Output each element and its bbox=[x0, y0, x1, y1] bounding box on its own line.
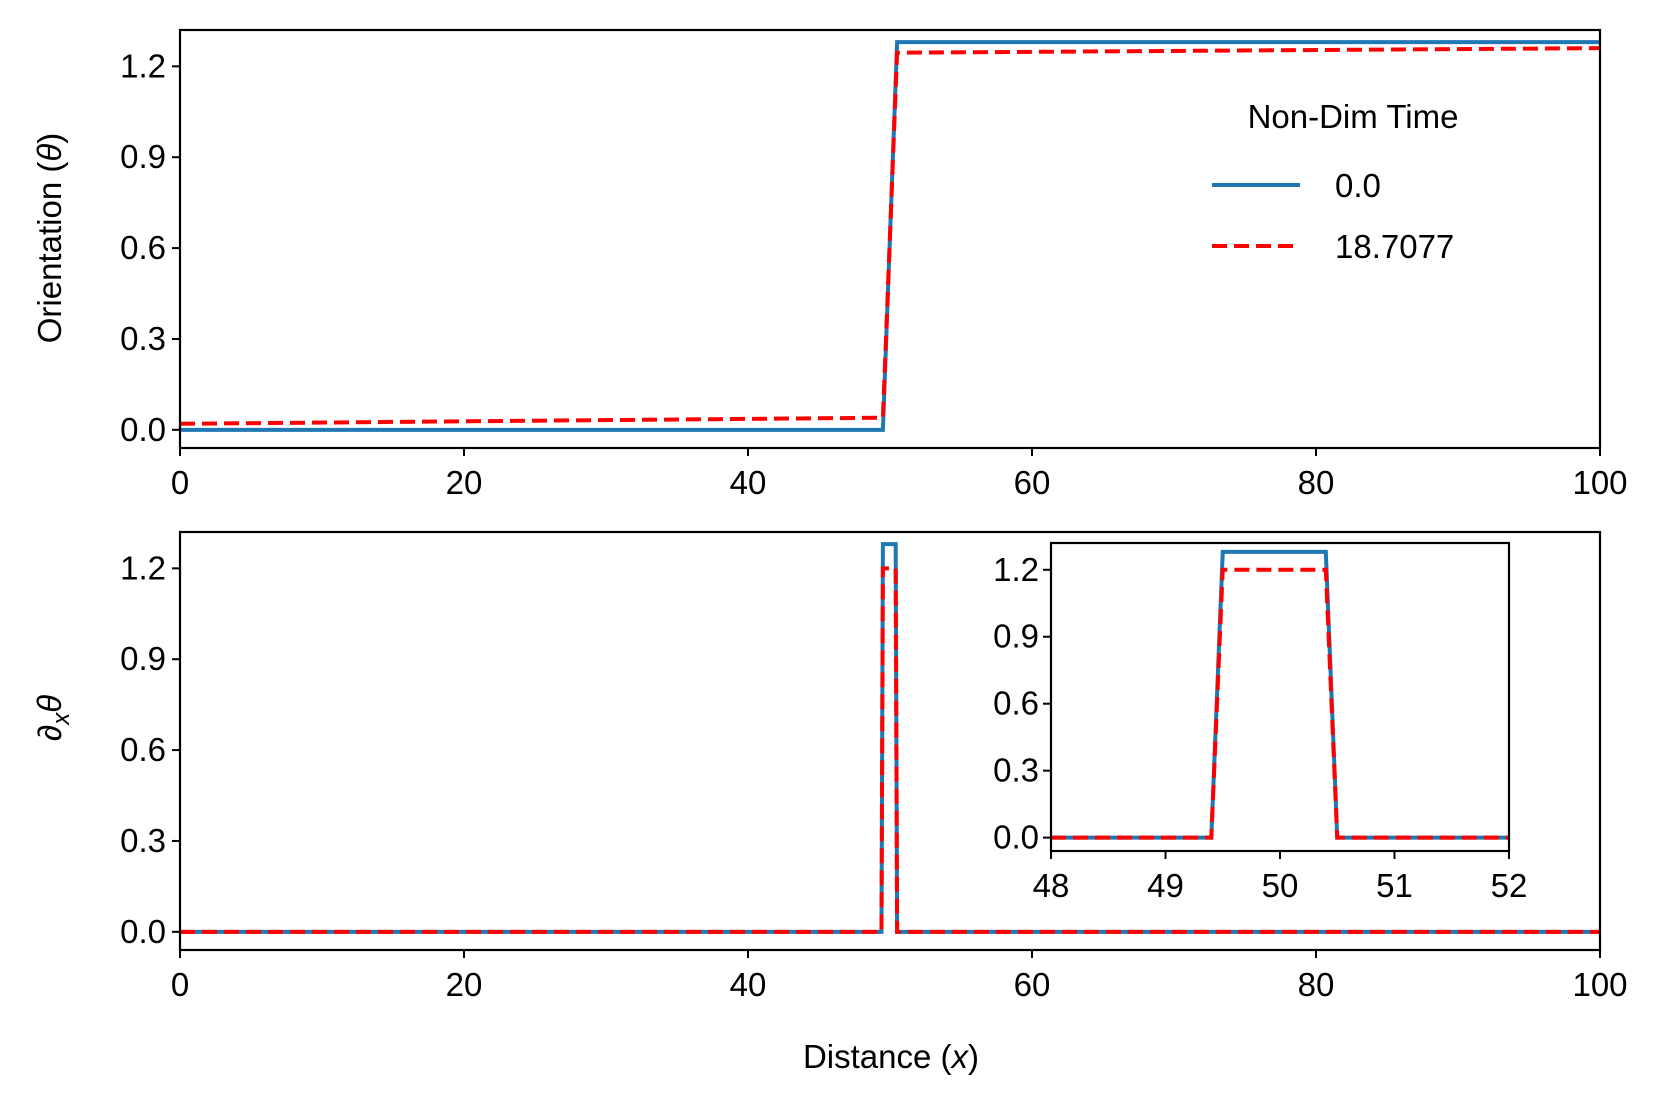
x-axis-label: Distance (x) bbox=[803, 1038, 979, 1075]
bottom-x-tick-label-1: 20 bbox=[446, 966, 483, 1003]
top-panel: 0 20 40 60 80 100 0.0 0.3 0.6 0.9 1.2 Non-Dim Time… bbox=[31, 28, 1628, 501]
top-plot-area: 0 20 40 60 80 100 0.0 0.3 0.6 0.9 1.2 bbox=[120, 28, 1628, 501]
top-y-tick-label-4: 1.2 bbox=[120, 47, 166, 84]
top-x-tick-label-5: 100 bbox=[1572, 464, 1627, 501]
bottom-y-axis-label: ∂xθ bbox=[31, 695, 75, 741]
inset-y-tick-label-0: 0.0 bbox=[993, 819, 1039, 856]
inset-plot-background bbox=[1051, 543, 1509, 851]
top-axes-frame bbox=[178, 28, 1602, 450]
bottom-series-line-1 bbox=[180, 566, 1600, 934]
bottom-y-tick-label-4: 1.2 bbox=[120, 549, 166, 586]
inset-y-tick-label-3: 0.9 bbox=[993, 618, 1039, 655]
inset-x-tick-label-4: 52 bbox=[1491, 867, 1528, 904]
bottom-x-tick-label-0: 0 bbox=[171, 966, 189, 1003]
top-x-tick-label-1: 20 bbox=[446, 464, 483, 501]
bottom-x-tick-label-4: 80 bbox=[1298, 966, 1335, 1003]
legend-title: Non-Dim Time bbox=[1248, 98, 1459, 135]
bottom-y-tick-label-3: 0.9 bbox=[120, 640, 166, 677]
legend-entry-0: 0.0 bbox=[1335, 167, 1381, 204]
bottom-x-tick-label-3: 60 bbox=[1014, 966, 1051, 1003]
bottom-x-tick-label-2: 40 bbox=[730, 966, 767, 1003]
top-y-tick-label-3: 0.9 bbox=[120, 138, 166, 175]
inset-y-tick-label-4: 1.2 bbox=[993, 551, 1039, 588]
legend-entry-1: 18.7077 bbox=[1335, 228, 1454, 265]
bottom-x-tick-label-5: 100 bbox=[1572, 966, 1627, 1003]
inset-plot-area: 48 49 50 51 52 0.0 0.3 0.6 0.9 1.2 bbox=[993, 541, 1528, 904]
top-y-axis-label: Orientation (θ) bbox=[31, 133, 68, 344]
top-x-tick-label-0: 0 bbox=[171, 464, 189, 501]
bottom-y-tick-label-0: 0.0 bbox=[120, 913, 166, 950]
top-y-tick-label-1: 0.3 bbox=[120, 320, 166, 357]
bottom-y-tick-label-1: 0.3 bbox=[120, 822, 166, 859]
top-x-tick-label-3: 60 bbox=[1014, 464, 1051, 501]
inset-y-tick-label-2: 0.6 bbox=[993, 685, 1039, 722]
top-x-tick-label-2: 40 bbox=[730, 464, 767, 501]
inset-x-tick-label-0: 48 bbox=[1033, 867, 1070, 904]
top-y-tick-label-0: 0.0 bbox=[120, 411, 166, 448]
inset-x-tick-label-2: 50 bbox=[1262, 867, 1299, 904]
top-series-line-1 bbox=[180, 46, 1600, 426]
bottom-axes-frame bbox=[178, 530, 1602, 952]
inset-x-tick-label-1: 49 bbox=[1147, 867, 1184, 904]
top-y-tick-label-2: 0.6 bbox=[120, 229, 166, 266]
inset-panel: 48 49 50 51 52 0.0 0.3 0.6 0.9 1.2 bbox=[993, 541, 1528, 904]
inset-y-tick-label-1: 0.3 bbox=[993, 752, 1039, 789]
legend: Non-Dim Time 0.0 18.7077 bbox=[1212, 98, 1458, 265]
inset-series-line-1 bbox=[1051, 567, 1509, 840]
top-x-tick-label-4: 80 bbox=[1298, 464, 1335, 501]
bottom-y-tick-label-2: 0.6 bbox=[120, 731, 166, 768]
inset-x-tick-label-3: 51 bbox=[1376, 867, 1413, 904]
